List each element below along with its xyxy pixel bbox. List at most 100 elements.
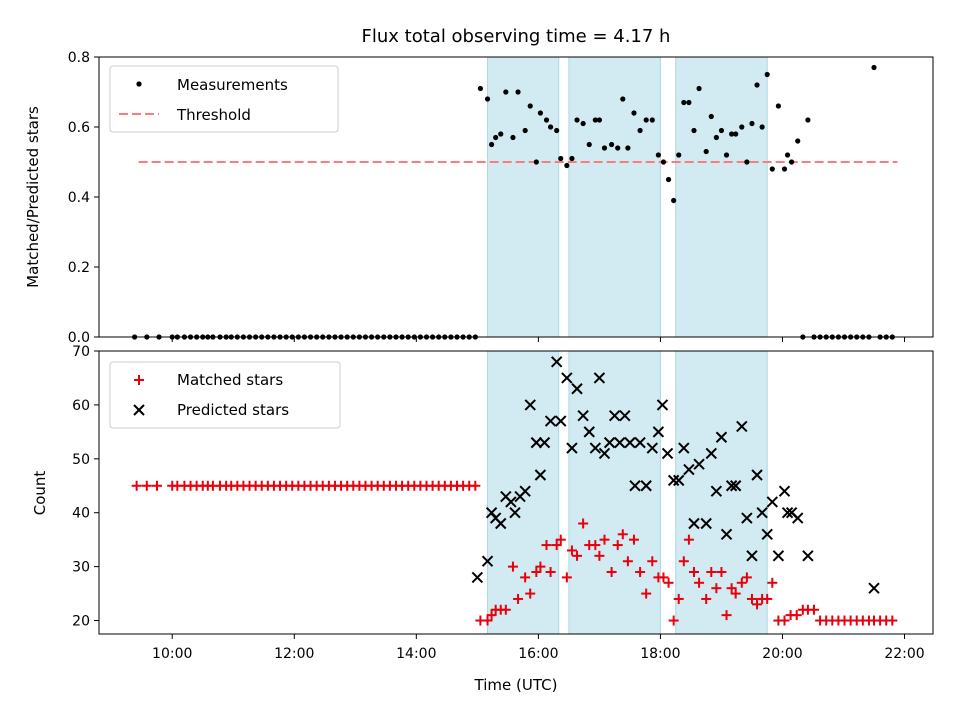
measurement-point [631, 110, 637, 116]
predicted-point [519, 485, 531, 497]
predicted-point [614, 436, 626, 449]
measurement-point [643, 117, 649, 123]
measurement-point [569, 155, 575, 162]
measurement-point [676, 152, 682, 158]
y-tick-label: 40 [72, 506, 90, 522]
predicted-point [603, 436, 616, 449]
matched-point [535, 561, 546, 572]
y-tick-label: 0.2 [68, 260, 90, 276]
matched-point [531, 567, 542, 578]
y-tick-label: 0.4 [68, 190, 90, 206]
measurement-point [649, 117, 655, 123]
matched-point [622, 556, 633, 567]
predicted-point [571, 383, 583, 395]
predicted-point [868, 582, 880, 594]
top-legend: Measurements Threshold [109, 65, 339, 133]
predicted-point [538, 436, 551, 449]
matched-point [736, 577, 747, 588]
y-tick-label: 70 [72, 344, 90, 360]
shaded-span-2 [675, 350, 768, 635]
x-tick-label: 16:00 [518, 646, 558, 662]
matched-point [520, 572, 531, 583]
shaded-span-2 [675, 56, 768, 338]
measurement-point [733, 131, 739, 137]
measurement-point [601, 145, 608, 151]
measurement-point [713, 134, 719, 141]
shaded-span-0 [487, 56, 560, 338]
matched-point [746, 593, 757, 604]
measurement-point [665, 176, 672, 183]
measurement-point [795, 138, 801, 144]
predicted-point [751, 469, 763, 481]
measurement-point [739, 124, 745, 130]
predicted-point [619, 409, 631, 422]
measurement-point [547, 124, 554, 130]
matched-point [668, 615, 679, 626]
measurement-point [703, 148, 709, 155]
predicted-point [772, 550, 785, 562]
x-tick-label: 14:00 [396, 646, 436, 662]
predicted-point [725, 480, 738, 492]
measurement-point [744, 159, 750, 165]
matched-point [706, 567, 717, 578]
measurement-point [805, 117, 811, 123]
measurement-point [527, 103, 533, 109]
matched-point [470, 480, 481, 491]
predicted-point [589, 442, 602, 454]
predicted-point [693, 458, 705, 470]
predicted-point [720, 528, 733, 540]
matched-point [590, 540, 601, 551]
predicted-point [598, 447, 611, 460]
x-tick-label: 18:00 [640, 646, 680, 662]
top-x-ticks [171, 337, 906, 342]
matched-point [688, 567, 699, 578]
measurement-point [754, 82, 760, 88]
predicted-point [608, 409, 621, 422]
predicted-point [729, 480, 742, 492]
legend-matched-label: Matched stars [177, 371, 283, 389]
predicted-point [700, 517, 712, 530]
predicted-point [667, 474, 680, 487]
predicted-point [781, 507, 794, 519]
measurement-point [686, 99, 692, 106]
measurement-point [533, 159, 539, 165]
matched-point [507, 561, 518, 572]
bottom-legend-box [109, 361, 341, 429]
matched-point [716, 567, 727, 578]
predicted-point [656, 399, 669, 411]
matched-point [752, 599, 763, 610]
measurements-series [131, 64, 895, 340]
measurement-point [574, 117, 580, 123]
shaded-span-1 [568, 56, 661, 338]
matched-point [673, 593, 684, 604]
measurement-point [871, 64, 877, 71]
measurement-point [554, 127, 560, 134]
matched-point [694, 577, 705, 588]
measurement-point [477, 85, 484, 92]
predicted-point [550, 356, 563, 368]
measurement-point [596, 117, 603, 123]
measurement-point [729, 131, 735, 137]
predicted-point [481, 555, 494, 567]
x-axis-title: Time (UTC) [474, 676, 558, 694]
x-tick-label: 10:00 [152, 646, 192, 662]
predicted-point [688, 517, 700, 530]
matched-point [612, 540, 623, 551]
matched-point [599, 534, 610, 545]
predicted-point [566, 442, 578, 454]
measurement-point [625, 145, 631, 151]
predicted-point [505, 496, 517, 508]
predicted-point [524, 399, 536, 411]
measurement-point [515, 89, 521, 95]
matched-point [791, 610, 802, 621]
measurement-point [498, 131, 504, 137]
matched-point [141, 480, 152, 491]
measurement-point [655, 152, 661, 158]
measurement-point [493, 134, 499, 141]
y-tick-label: 0.8 [68, 50, 90, 66]
matched-point [762, 593, 773, 604]
bottom-y-axis-title: Count [31, 471, 49, 516]
y-tick-label: 30 [72, 560, 90, 576]
predicted-point [555, 415, 567, 427]
bottom-y-ticks: 20 30 40 50 60 70 [72, 344, 99, 630]
